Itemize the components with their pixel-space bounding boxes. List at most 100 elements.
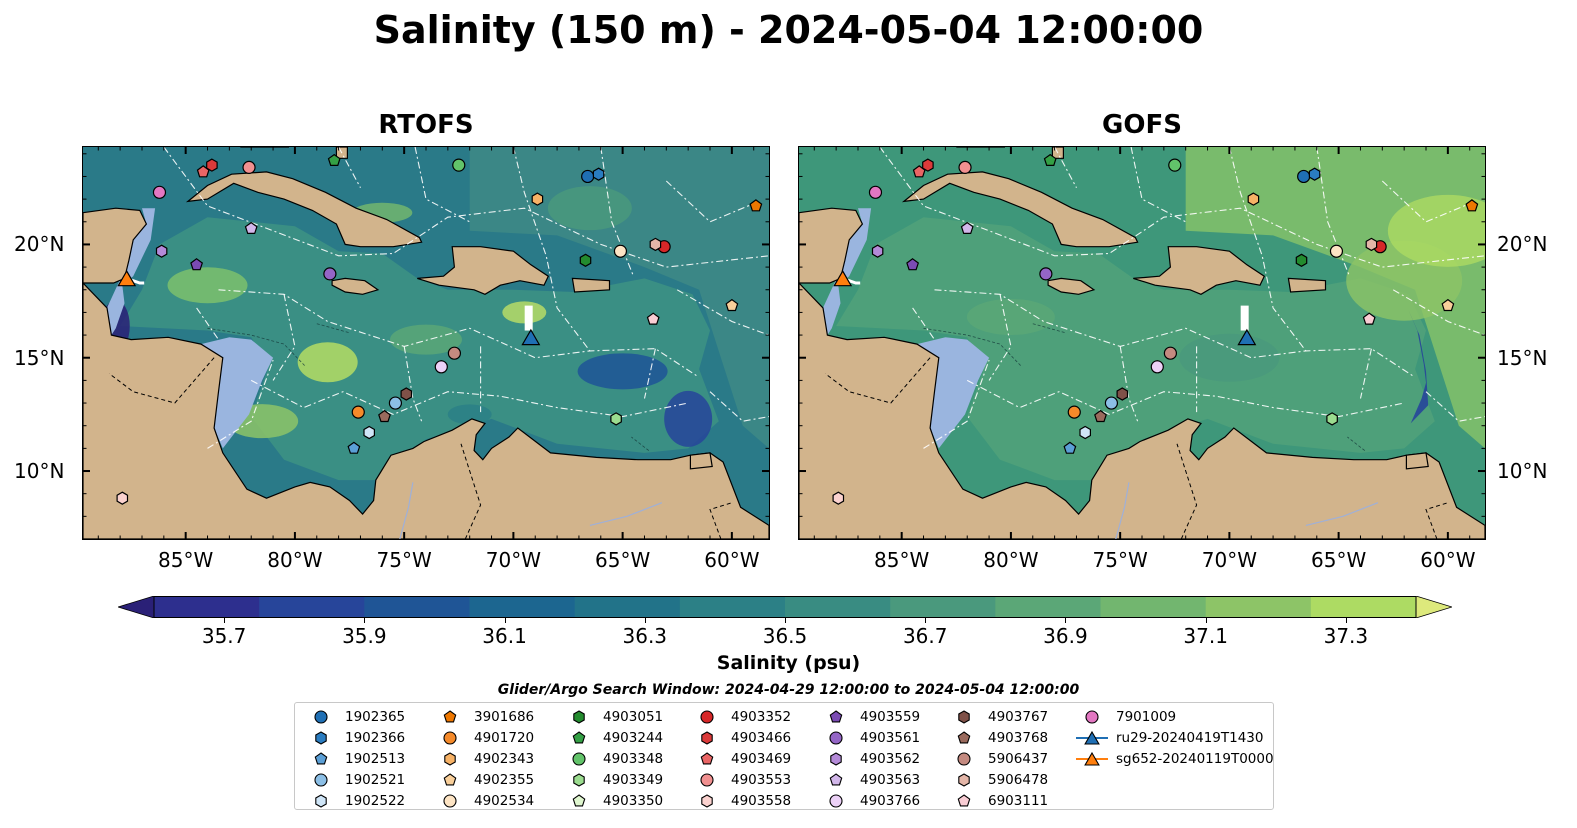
legend-label: 1902522 xyxy=(345,792,406,809)
colorbar-tick-label: 36.3 xyxy=(622,624,668,648)
shelf-shallow xyxy=(917,337,990,449)
legend-label: 4903553 xyxy=(731,771,792,788)
gofs-salinity-map xyxy=(798,146,1486,540)
eez-boundary xyxy=(643,348,656,399)
ru29-track xyxy=(1240,305,1249,331)
glider-marker-icon xyxy=(1076,731,1108,745)
argo-float-4901720 xyxy=(351,405,365,419)
argo-float-5906478 xyxy=(1365,237,1378,252)
argo-float-4903466 xyxy=(206,158,218,172)
legend-item: 4902534 xyxy=(432,790,534,811)
lon-tick-label: 85°W xyxy=(158,548,214,572)
float-marker-icon xyxy=(700,773,714,787)
eez-boundary xyxy=(923,359,990,449)
shelf-shallow xyxy=(107,208,156,336)
legend-label: 4903051 xyxy=(603,709,664,726)
colorbar-segment xyxy=(469,596,576,618)
float-marker-icon xyxy=(957,752,971,766)
land-hispaniola xyxy=(417,246,550,295)
argo-float-4903768 xyxy=(1094,409,1107,423)
land-jamaica xyxy=(1047,277,1096,295)
eez-boundary xyxy=(966,379,1405,418)
float-marker-icon xyxy=(315,793,327,808)
argo-float-1902522 xyxy=(1079,425,1091,440)
atlantic-field xyxy=(469,147,769,449)
legend-item: 4903561 xyxy=(818,728,920,749)
legend-item: 4903767 xyxy=(946,707,1048,728)
float-marker-icon xyxy=(314,773,328,787)
caribbean-sea-field xyxy=(836,217,1435,481)
shelf-shallow xyxy=(823,208,872,336)
colorbar-extend-max xyxy=(1415,596,1452,618)
legend-label: 4903562 xyxy=(860,750,921,767)
colorbar-tick-label: 36.1 xyxy=(482,624,527,648)
float-marker-icon xyxy=(700,752,714,765)
argo-float-4903348 xyxy=(452,158,466,172)
argo-float-4903348 xyxy=(1168,158,1182,172)
argo-float-4903766 xyxy=(434,360,448,374)
legend-item: 7901009 xyxy=(1074,707,1274,728)
legend-label: 4903767 xyxy=(988,709,1049,726)
salinity-colorbar xyxy=(118,596,1452,618)
argo-float-4903244 xyxy=(1043,153,1057,166)
float-marker-icon xyxy=(829,794,843,808)
glider-sg652 xyxy=(117,269,137,287)
eez-boundary xyxy=(196,307,219,340)
legend-item: 4903766 xyxy=(818,790,920,811)
argo-float-1902521 xyxy=(388,396,403,410)
eez-boundary xyxy=(934,289,1414,377)
float-marker-icon xyxy=(1085,710,1099,724)
argo-float-4903558 xyxy=(116,491,129,505)
argo-float-1902366 xyxy=(1308,167,1321,181)
legend-label: 1902365 xyxy=(345,709,406,726)
eez-boundary xyxy=(403,346,423,422)
land-trinidad xyxy=(689,452,713,470)
legend-label: 3901686 xyxy=(474,709,535,726)
colorbar-segment xyxy=(154,596,260,618)
argo-float-4903767 xyxy=(400,387,413,401)
float-marker-icon xyxy=(444,752,456,766)
colorbar-tick-label: 35.7 xyxy=(201,624,247,648)
float-marker-icon xyxy=(701,731,713,745)
float-marker-icon xyxy=(957,731,971,744)
argo-float-4902534 xyxy=(1329,244,1344,258)
argo-float-4902534 xyxy=(613,244,628,258)
float-marker-icon xyxy=(443,773,457,786)
argo-float-1902513 xyxy=(1063,441,1077,454)
legend-label: ru29-20240419T1430 xyxy=(1116,730,1264,747)
eez-boundary xyxy=(1381,180,1470,223)
lon-tick-label: 60°W xyxy=(704,548,760,572)
argo-float-4903563 xyxy=(960,221,974,235)
argo-float-1902365 xyxy=(1297,169,1311,184)
land-yucatan xyxy=(799,207,864,284)
argo-float-4903051 xyxy=(579,253,592,267)
legend-label: 4902355 xyxy=(474,771,535,788)
colorbar-segment xyxy=(890,596,996,618)
legend-label: 4903563 xyxy=(860,771,921,788)
argo-float-6903111 xyxy=(646,312,660,325)
float-marker-icon xyxy=(573,710,585,725)
float-marker-icon xyxy=(443,794,457,808)
rtofs-salinity-map xyxy=(82,146,770,540)
colorbar-tick-label: 37.1 xyxy=(1183,624,1228,648)
eez-boundary xyxy=(250,379,689,418)
float-marker-icon xyxy=(314,752,328,765)
eez-boundary xyxy=(1130,147,1186,223)
legend-label: 1902366 xyxy=(345,730,406,747)
eez-boundary xyxy=(709,391,769,422)
argo-float-5906478 xyxy=(649,237,662,252)
argo-float-4903349 xyxy=(610,412,622,426)
legend-label: 4903349 xyxy=(603,771,664,788)
float-legend: 1902365 1902366 1902513 1902521 1902522 39016… xyxy=(294,702,1274,810)
eez-boundary xyxy=(163,147,769,268)
argo-float-4902343 xyxy=(1247,192,1260,206)
legend-item: 1902522 xyxy=(303,790,405,811)
legend-item: 4903553 xyxy=(689,769,791,790)
ru29-track xyxy=(524,305,533,331)
eez-boundary xyxy=(988,294,1012,381)
legend-label: 4902343 xyxy=(474,750,535,767)
argo-float-4903553 xyxy=(958,160,972,174)
legend-label: 4903561 xyxy=(860,730,921,747)
eez-boundary xyxy=(1392,289,1485,336)
float-marker-icon xyxy=(572,793,586,807)
